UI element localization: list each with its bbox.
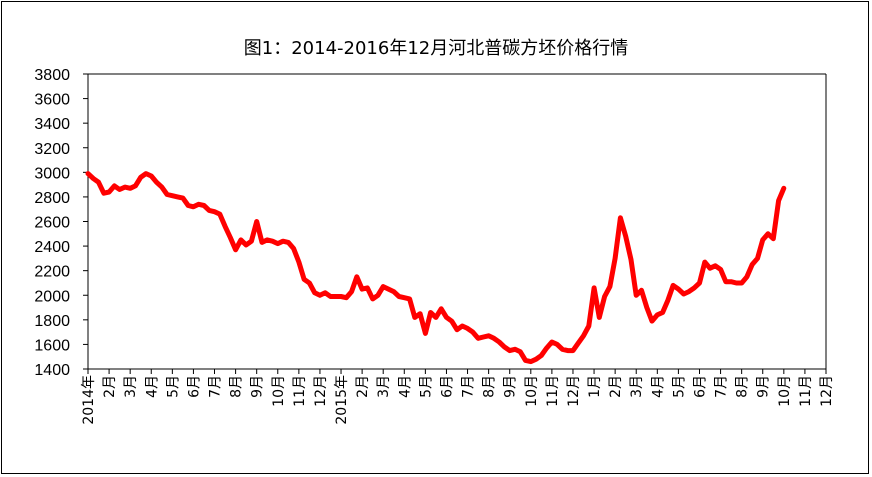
x-tick-label: 2月 [355, 375, 371, 398]
x-tick-label: 12月 [313, 375, 329, 407]
x-tick-label: 1月 [587, 375, 603, 398]
x-tick-label: 4月 [397, 375, 413, 398]
x-tick-label: 10月 [271, 375, 287, 407]
y-axis: 1400 1600 1800 2000 2200 2400 2600 2800 3000 3200… [34, 67, 827, 379]
y-tick-label: 3400 [34, 116, 70, 133]
x-tick-label: 11月 [545, 375, 561, 407]
series-layer [85, 171, 787, 365]
x-tick-label: 2014年 [81, 375, 97, 425]
y-tick-label: 2800 [34, 190, 70, 207]
x-tick-label: 9月 [756, 375, 772, 398]
x-tick-label: 12月 [566, 375, 582, 407]
y-tick-label: 3800 [34, 67, 70, 84]
x-tick-label: 8月 [229, 375, 245, 398]
y-tick-label: 2000 [34, 288, 70, 305]
y-tick-label: 1400 [34, 362, 70, 379]
x-tick-label: 2015年 [334, 375, 350, 425]
x-tick-label: 9月 [503, 375, 519, 398]
y-tick-label: 2200 [34, 264, 70, 281]
x-tick-label: 6月 [692, 375, 708, 398]
x-tick-label: 8月 [482, 375, 498, 398]
x-tick-label: 5月 [418, 375, 434, 398]
x-tick-label: 9月 [250, 375, 266, 398]
x-tick-label: 7月 [714, 375, 730, 398]
x-tick-label: 4月 [650, 375, 666, 398]
chart-title: 图1：2014-2016年12月河北普碳方坯价格行情 [243, 38, 629, 59]
x-tick-label: 3月 [123, 375, 139, 398]
x-tick-label: 11月 [292, 375, 308, 407]
x-axis: 2014年 2月 3月 4月 5月 6月 7月 8月 9月 10月 11月 12月 2015年 2月 3月 4… [81, 368, 835, 425]
x-tick-label: 11月 [798, 375, 814, 407]
x-tick-label: 2月 [608, 375, 624, 398]
y-tick-label: 3000 [34, 165, 70, 182]
x-tick-label: 3月 [376, 375, 392, 398]
x-tick-label: 7月 [208, 375, 224, 398]
x-tick-label: 2月 [102, 375, 118, 398]
y-tick-label: 3200 [34, 141, 70, 158]
x-tick-label: 10月 [777, 375, 793, 407]
x-tick-label: 4月 [144, 375, 160, 398]
x-tick-label: 6月 [186, 375, 202, 398]
y-tick-label: 3600 [34, 92, 70, 109]
y-tick-label: 2600 [34, 215, 70, 232]
y-tick-label: 2400 [34, 239, 70, 256]
y-tick-label: 1800 [34, 313, 70, 330]
x-tick-label: 10月 [524, 375, 540, 407]
x-tick-label: 6月 [439, 375, 455, 398]
x-tick-label: 5月 [671, 375, 687, 398]
y-tick-label: 1600 [34, 337, 70, 354]
x-tick-label: 3月 [629, 375, 645, 398]
x-tick-label: 5月 [165, 375, 181, 398]
x-tick-label: 12月 [819, 375, 835, 407]
x-tick-label: 7月 [461, 375, 477, 398]
series-line [85, 171, 787, 365]
x-tick-label: 8月 [735, 375, 751, 398]
